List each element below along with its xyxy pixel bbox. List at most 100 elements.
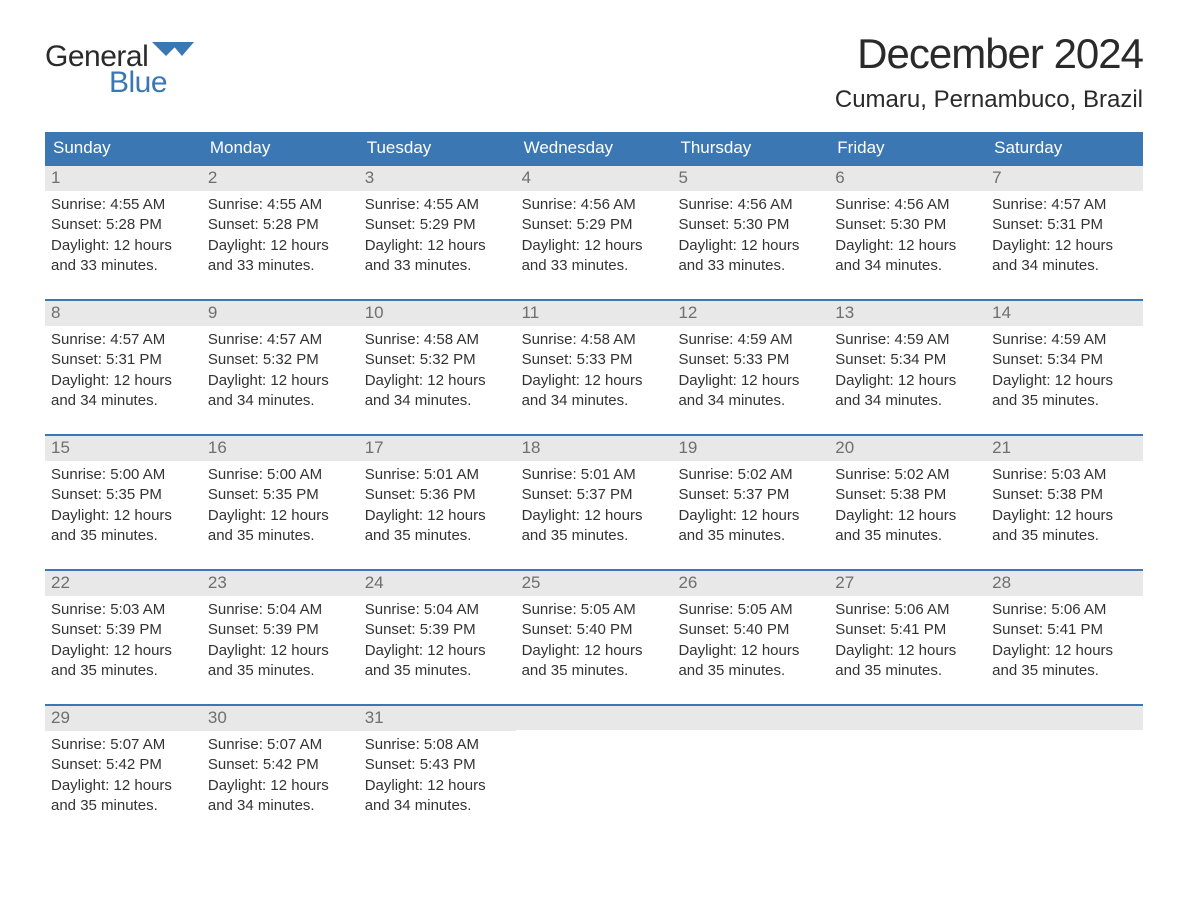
- day-sunrise: Sunrise: 4:57 AM: [51, 330, 196, 350]
- day-sunset: Sunset: 5:38 PM: [992, 485, 1137, 505]
- day-dl2: and 35 minutes.: [678, 526, 823, 546]
- calendar-cell: 19Sunrise: 5:02 AMSunset: 5:37 PMDayligh…: [672, 436, 829, 551]
- day-sunset: Sunset: 5:34 PM: [992, 350, 1137, 370]
- day-details: Sunrise: 5:05 AMSunset: 5:40 PMDaylight:…: [672, 596, 829, 683]
- day-dl1: Daylight: 12 hours: [208, 371, 353, 391]
- day-header: Saturday: [986, 132, 1143, 164]
- page-header: General Blue December 2024 Cumaru, Perna…: [45, 30, 1143, 114]
- day-dl1: Daylight: 12 hours: [208, 236, 353, 256]
- calendar-cell: 22Sunrise: 5:03 AMSunset: 5:39 PMDayligh…: [45, 571, 202, 686]
- day-number: 8: [45, 301, 202, 326]
- day-details: Sunrise: 5:08 AMSunset: 5:43 PMDaylight:…: [359, 731, 516, 818]
- day-header: Tuesday: [359, 132, 516, 164]
- day-number: 7: [986, 166, 1143, 191]
- day-dl1: Daylight: 12 hours: [835, 236, 980, 256]
- calendar-cell: 13Sunrise: 4:59 AMSunset: 5:34 PMDayligh…: [829, 301, 986, 416]
- day-number: 21: [986, 436, 1143, 461]
- day-header: Monday: [202, 132, 359, 164]
- day-sunrise: Sunrise: 5:02 AM: [678, 465, 823, 485]
- calendar-cell: 4Sunrise: 4:56 AMSunset: 5:29 PMDaylight…: [516, 166, 673, 281]
- calendar-cell: 24Sunrise: 5:04 AMSunset: 5:39 PMDayligh…: [359, 571, 516, 686]
- day-sunrise: Sunrise: 4:59 AM: [678, 330, 823, 350]
- day-details: Sunrise: 5:06 AMSunset: 5:41 PMDaylight:…: [829, 596, 986, 683]
- day-dl1: Daylight: 12 hours: [522, 641, 667, 661]
- day-number: 3: [359, 166, 516, 191]
- day-details: Sunrise: 5:00 AMSunset: 5:35 PMDaylight:…: [45, 461, 202, 548]
- day-number: 18: [516, 436, 673, 461]
- day-dl2: and 34 minutes.: [835, 391, 980, 411]
- day-number: 11: [516, 301, 673, 326]
- day-number: 30: [202, 706, 359, 731]
- day-dl1: Daylight: 12 hours: [835, 371, 980, 391]
- day-dl2: and 35 minutes.: [51, 796, 196, 816]
- day-dl1: Daylight: 12 hours: [51, 641, 196, 661]
- day-number: 20: [829, 436, 986, 461]
- day-sunrise: Sunrise: 4:58 AM: [365, 330, 510, 350]
- day-dl1: Daylight: 12 hours: [51, 236, 196, 256]
- day-sunset: Sunset: 5:39 PM: [208, 620, 353, 640]
- day-dl1: Daylight: 12 hours: [365, 641, 510, 661]
- day-sunrise: Sunrise: 4:56 AM: [835, 195, 980, 215]
- day-sunrise: Sunrise: 5:08 AM: [365, 735, 510, 755]
- day-dl2: and 35 minutes.: [522, 526, 667, 546]
- day-header: Sunday: [45, 132, 202, 164]
- day-sunrise: Sunrise: 5:02 AM: [835, 465, 980, 485]
- day-sunset: Sunset: 5:36 PM: [365, 485, 510, 505]
- day-sunset: Sunset: 5:40 PM: [678, 620, 823, 640]
- calendar-cell: [829, 706, 986, 821]
- day-sunset: Sunset: 5:35 PM: [51, 485, 196, 505]
- day-sunrise: Sunrise: 5:01 AM: [365, 465, 510, 485]
- day-dl2: and 34 minutes.: [365, 391, 510, 411]
- day-number: 1: [45, 166, 202, 191]
- calendar: Sunday Monday Tuesday Wednesday Thursday…: [45, 132, 1143, 821]
- day-sunrise: Sunrise: 4:56 AM: [522, 195, 667, 215]
- day-number: 19: [672, 436, 829, 461]
- day-sunset: Sunset: 5:29 PM: [522, 215, 667, 235]
- day-dl2: and 33 minutes.: [51, 256, 196, 276]
- day-dl2: and 34 minutes.: [208, 391, 353, 411]
- day-details: Sunrise: 4:56 AMSunset: 5:30 PMDaylight:…: [829, 191, 986, 278]
- day-dl1: Daylight: 12 hours: [51, 506, 196, 526]
- day-dl2: and 35 minutes.: [678, 661, 823, 681]
- calendar-cell: 7Sunrise: 4:57 AMSunset: 5:31 PMDaylight…: [986, 166, 1143, 281]
- calendar-week: 15Sunrise: 5:00 AMSunset: 5:35 PMDayligh…: [45, 434, 1143, 551]
- calendar-cell: 8Sunrise: 4:57 AMSunset: 5:31 PMDaylight…: [45, 301, 202, 416]
- day-sunrise: Sunrise: 5:05 AM: [678, 600, 823, 620]
- day-details: Sunrise: 5:01 AMSunset: 5:36 PMDaylight:…: [359, 461, 516, 548]
- day-dl1: Daylight: 12 hours: [678, 506, 823, 526]
- day-header: Thursday: [672, 132, 829, 164]
- day-dl1: Daylight: 12 hours: [51, 371, 196, 391]
- month-title: December 2024: [835, 30, 1143, 78]
- calendar-cell: 25Sunrise: 5:05 AMSunset: 5:40 PMDayligh…: [516, 571, 673, 686]
- day-sunrise: Sunrise: 4:59 AM: [835, 330, 980, 350]
- day-dl1: Daylight: 12 hours: [208, 506, 353, 526]
- day-details: Sunrise: 5:04 AMSunset: 5:39 PMDaylight:…: [202, 596, 359, 683]
- day-number: 10: [359, 301, 516, 326]
- day-details: Sunrise: 4:59 AMSunset: 5:33 PMDaylight:…: [672, 326, 829, 413]
- calendar-cell: 12Sunrise: 4:59 AMSunset: 5:33 PMDayligh…: [672, 301, 829, 416]
- calendar-week: 8Sunrise: 4:57 AMSunset: 5:31 PMDaylight…: [45, 299, 1143, 416]
- day-sunset: Sunset: 5:35 PM: [208, 485, 353, 505]
- day-sunrise: Sunrise: 5:03 AM: [51, 600, 196, 620]
- day-sunset: Sunset: 5:42 PM: [51, 755, 196, 775]
- day-dl2: and 33 minutes.: [208, 256, 353, 276]
- day-number: 28: [986, 571, 1143, 596]
- day-dl2: and 34 minutes.: [678, 391, 823, 411]
- calendar-cell: 20Sunrise: 5:02 AMSunset: 5:38 PMDayligh…: [829, 436, 986, 551]
- calendar-cell: 14Sunrise: 4:59 AMSunset: 5:34 PMDayligh…: [986, 301, 1143, 416]
- day-dl2: and 34 minutes.: [51, 391, 196, 411]
- day-details: Sunrise: 5:04 AMSunset: 5:39 PMDaylight:…: [359, 596, 516, 683]
- day-sunset: Sunset: 5:28 PM: [208, 215, 353, 235]
- day-dl1: Daylight: 12 hours: [835, 641, 980, 661]
- day-sunset: Sunset: 5:28 PM: [51, 215, 196, 235]
- day-dl2: and 33 minutes.: [678, 256, 823, 276]
- day-number: 25: [516, 571, 673, 596]
- calendar-cell: 27Sunrise: 5:06 AMSunset: 5:41 PMDayligh…: [829, 571, 986, 686]
- day-number: 13: [829, 301, 986, 326]
- day-dl2: and 34 minutes.: [992, 256, 1137, 276]
- day-number: [986, 706, 1143, 730]
- day-sunrise: Sunrise: 4:59 AM: [992, 330, 1137, 350]
- day-number: 26: [672, 571, 829, 596]
- day-dl2: and 34 minutes.: [835, 256, 980, 276]
- day-dl1: Daylight: 12 hours: [678, 641, 823, 661]
